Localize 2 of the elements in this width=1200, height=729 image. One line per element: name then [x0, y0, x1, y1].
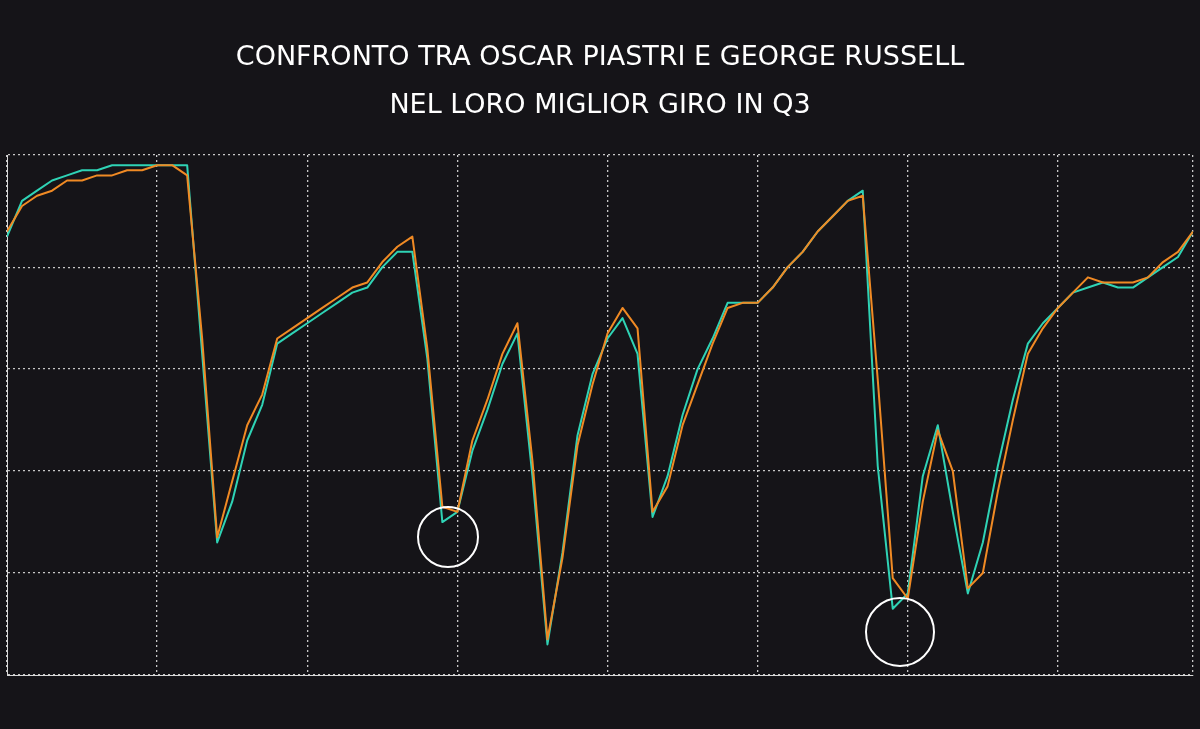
chart-subtitle: NEL LORO MIGLIOR GIRO IN Q3: [388, 87, 812, 121]
chart-title: CONFRONTO TRA OSCAR PIASTRI E GEORGE RUSSELL: [235, 39, 965, 73]
